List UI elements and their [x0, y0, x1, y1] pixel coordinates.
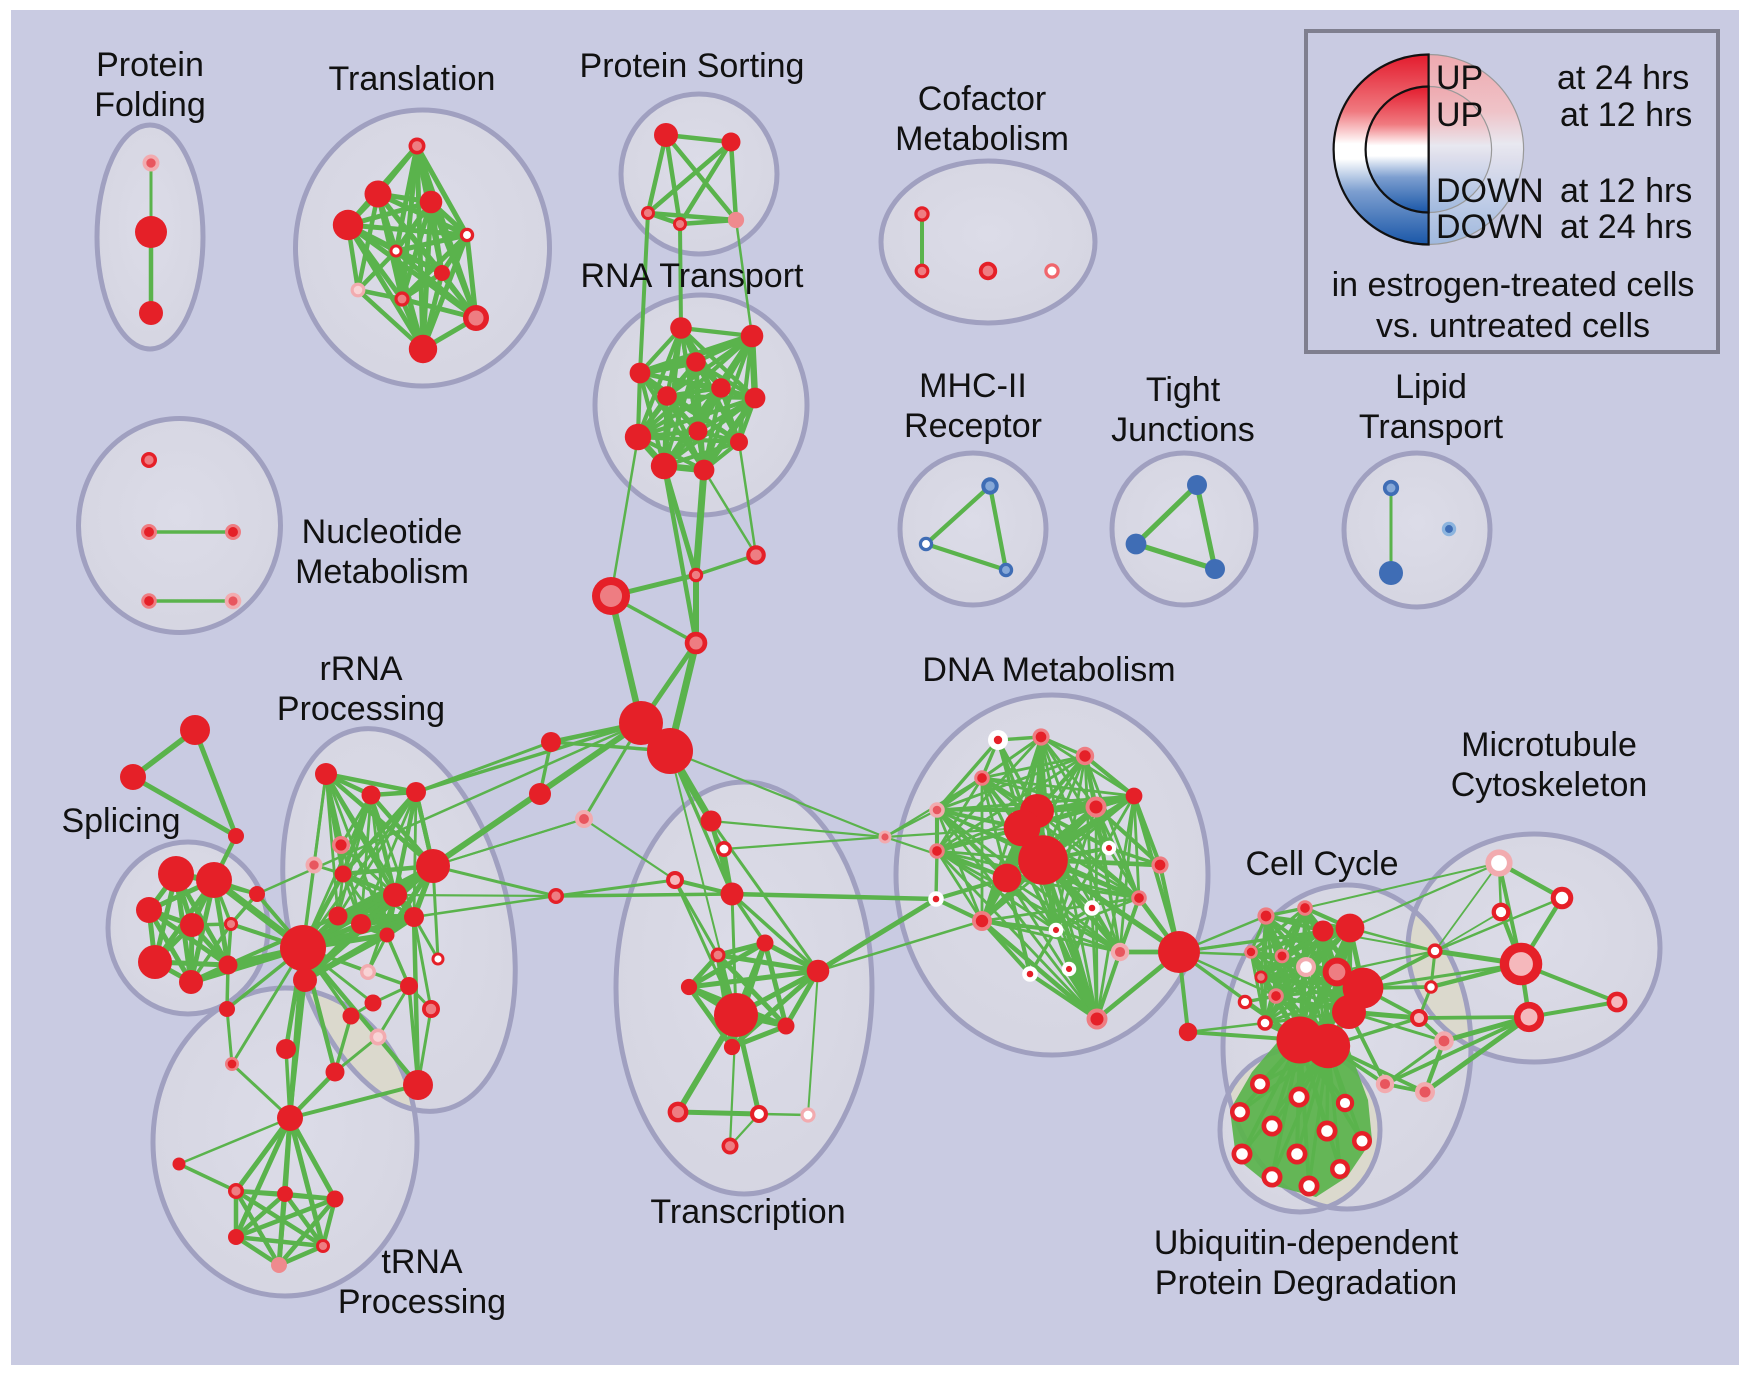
svg-text:Metabolism: Metabolism — [895, 120, 1069, 158]
svg-text:Transcription: Transcription — [650, 1193, 845, 1231]
svg-text:MHC-II: MHC-II — [919, 367, 1027, 405]
svg-text:Metabolism: Metabolism — [295, 553, 469, 591]
svg-text:Lipid: Lipid — [1395, 368, 1467, 406]
svg-text:Protein Sorting: Protein Sorting — [580, 47, 805, 85]
svg-text:at 12 hrs: at 12 hrs — [1560, 172, 1692, 210]
svg-text:Protein Degradation: Protein Degradation — [1155, 1264, 1457, 1302]
svg-text:Nucleotide: Nucleotide — [302, 513, 463, 551]
svg-text:Splicing: Splicing — [61, 802, 180, 840]
svg-text:Microtubule: Microtubule — [1461, 726, 1637, 764]
svg-text:Processing: Processing — [277, 690, 445, 728]
svg-text:Transport: Transport — [1359, 408, 1504, 446]
svg-text:in estrogen-treated cells: in estrogen-treated cells — [1332, 266, 1695, 304]
svg-text:DOWN: DOWN — [1436, 172, 1544, 210]
svg-text:Ubiquitin-dependent: Ubiquitin-dependent — [1154, 1224, 1459, 1262]
svg-text:at 24 hrs: at 24 hrs — [1557, 59, 1689, 97]
svg-text:Cytoskeleton: Cytoskeleton — [1451, 766, 1648, 804]
svg-text:Folding: Folding — [94, 86, 206, 124]
svg-text:Processing: Processing — [338, 1283, 506, 1321]
svg-text:Tight: Tight — [1146, 371, 1221, 409]
svg-text:vs. untreated cells: vs. untreated cells — [1376, 307, 1650, 345]
svg-text:at 12 hrs: at 12 hrs — [1560, 96, 1692, 134]
svg-text:tRNA: tRNA — [381, 1243, 463, 1281]
svg-text:UP: UP — [1436, 96, 1483, 134]
svg-text:Protein: Protein — [96, 46, 204, 84]
svg-text:DOWN: DOWN — [1436, 208, 1544, 246]
svg-text:at 24 hrs: at 24 hrs — [1560, 208, 1692, 246]
svg-text:DNA Metabolism: DNA Metabolism — [922, 651, 1175, 689]
svg-text:UP: UP — [1436, 59, 1483, 97]
svg-text:Junctions: Junctions — [1111, 411, 1255, 449]
svg-text:Translation: Translation — [329, 60, 496, 98]
svg-text:rRNA: rRNA — [319, 650, 402, 688]
svg-text:Receptor: Receptor — [904, 407, 1042, 445]
svg-text:Cell Cycle: Cell Cycle — [1245, 845, 1398, 883]
svg-text:Cofactor: Cofactor — [918, 80, 1047, 118]
svg-text:RNA Transport: RNA Transport — [581, 257, 805, 295]
